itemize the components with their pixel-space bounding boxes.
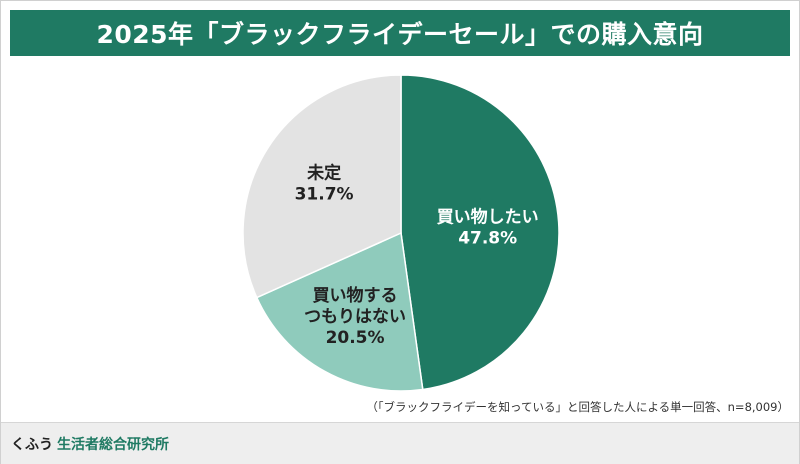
slice-label-2: つもりはない: [304, 307, 406, 327]
brand-name-b: 生活者総合研究所: [57, 437, 169, 453]
slice-label-1: 買い物したい: [437, 206, 539, 227]
brand-name-a: くふう: [11, 437, 53, 453]
slice-value-label-2: 20.5%: [326, 328, 385, 348]
footer: くふう 生活者総合研究所: [1, 422, 799, 464]
slice-value-label-3: 31.7%: [295, 185, 354, 205]
sample-note: （「ブラックフライデーを知っている」と回答した人による単一回答、n=8,009）: [366, 399, 789, 415]
slice-label-2: 買い物する: [313, 285, 398, 306]
slice-value-label-1: 47.8%: [458, 228, 517, 248]
slice-label-3: 未定: [306, 163, 341, 184]
brand-logo: くふう 生活者総合研究所: [11, 434, 169, 454]
